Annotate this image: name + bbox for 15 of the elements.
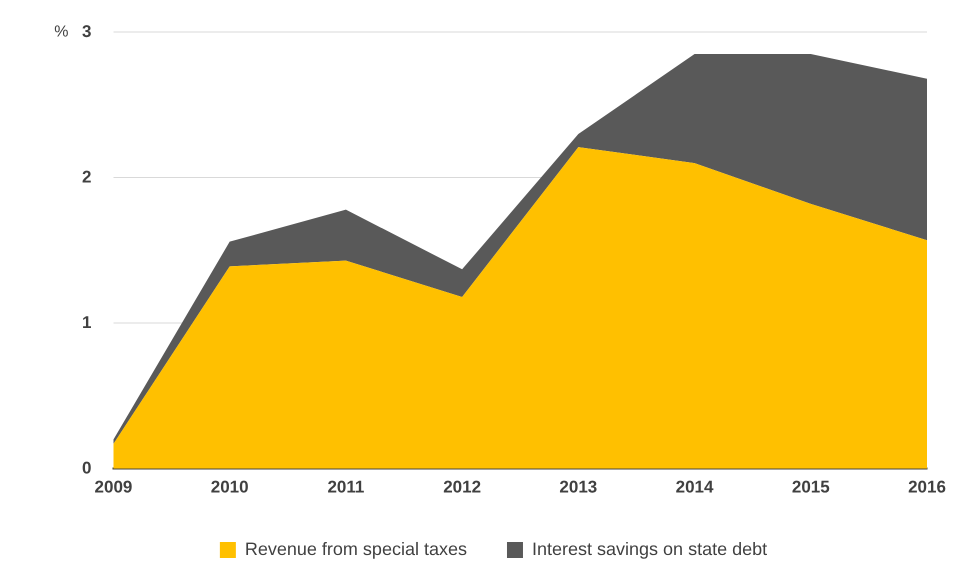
x-tick-label: 2012 bbox=[443, 477, 482, 496]
x-tick-label: 2010 bbox=[210, 477, 249, 496]
y-tick-label: 2 bbox=[82, 167, 92, 186]
legend-label: Revenue from special taxes bbox=[244, 538, 467, 559]
x-tick-label: 2013 bbox=[559, 477, 598, 496]
x-tick-label: 2009 bbox=[94, 477, 132, 496]
x-tick-label: 2011 bbox=[327, 477, 364, 496]
y-tick-label: 0 bbox=[82, 458, 92, 478]
y-tick-label: 1 bbox=[82, 312, 92, 332]
y-tick-label: 3 bbox=[82, 22, 92, 41]
legend-label: Interest savings on state debt bbox=[532, 538, 768, 559]
x-tick-label: 2016 bbox=[908, 477, 946, 496]
x-tick-label: 2014 bbox=[676, 477, 714, 496]
y-axis-title: % bbox=[54, 24, 68, 41]
x-tick-label: 2015 bbox=[792, 477, 830, 496]
